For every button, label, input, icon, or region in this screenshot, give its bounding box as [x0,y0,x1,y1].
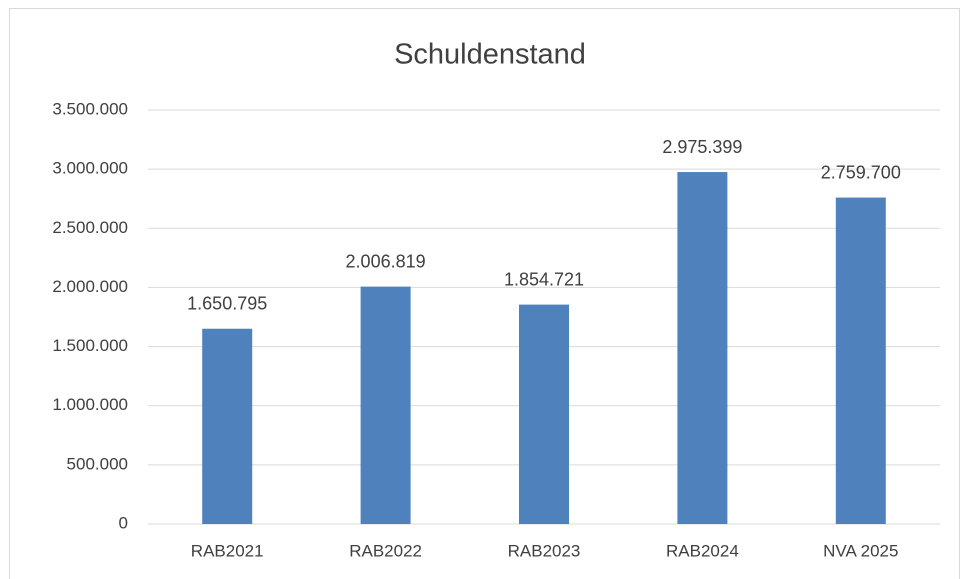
y-tick-label: 0 [119,513,128,532]
bar [835,197,886,525]
data-label: 1.854.721 [504,269,584,289]
data-label: 2.006.819 [346,251,426,271]
chart-title: Schuldenstand [394,39,586,71]
y-tick-label: 3.500.000 [52,99,128,118]
x-tick-label: RAB2022 [349,541,422,560]
x-tick-label: RAB2024 [666,541,739,560]
x-tick-label: NVA 2025 [823,541,898,560]
data-label: 2.975.399 [662,137,742,157]
x-tick-label: RAB2021 [191,541,264,560]
y-tick-label: 500.000 [67,454,128,473]
bar [519,304,569,524]
y-tick-label: 2.500.000 [52,218,128,237]
y-tick-label: 1.500.000 [52,336,128,355]
data-label: 1.650.795 [187,293,267,313]
y-tick-label: 3.000.000 [52,159,128,178]
bar [677,172,728,525]
y-tick-label: 1.000.000 [52,395,128,414]
bar [360,286,411,524]
bar [202,328,253,524]
x-tick-label: RAB2023 [508,541,581,560]
y-tick-label: 2.000.000 [52,277,128,296]
chart-border [9,8,960,579]
data-label: 2.759.700 [821,162,901,182]
